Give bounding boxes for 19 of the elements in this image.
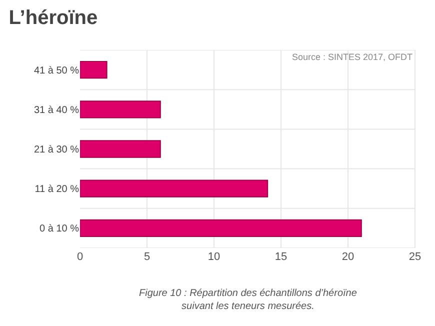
bar <box>80 140 161 158</box>
y-tick-label: 31 à 40 % <box>34 104 80 116</box>
x-tick-label: 0 <box>76 251 84 263</box>
x-tick-label: 5 <box>144 251 150 263</box>
y-tick-label: 0 à 10 % <box>40 224 80 235</box>
x-tick-label: 20 <box>342 251 354 263</box>
bar <box>80 100 161 118</box>
annotation: Source : SINTES 2017, OFDT <box>292 52 414 62</box>
y-tick-label: 21 à 30 % <box>34 144 80 156</box>
x-tick-label: 10 <box>208 251 220 263</box>
bar <box>80 60 108 79</box>
y-tick-label: 41 à 50 % <box>34 65 80 76</box>
x-tick-label: 15 <box>274 251 288 263</box>
x-tick-label: 25 <box>408 251 422 263</box>
caption: Figure 10 : Répartition des échantillons d’héroïne suivant les teneurs mesurées. <box>139 288 358 312</box>
chart-title: L’héroïne <box>8 6 98 29</box>
bar <box>80 219 362 238</box>
bar <box>80 180 268 198</box>
y-tick-label: 11 à 20 % <box>34 184 80 196</box>
